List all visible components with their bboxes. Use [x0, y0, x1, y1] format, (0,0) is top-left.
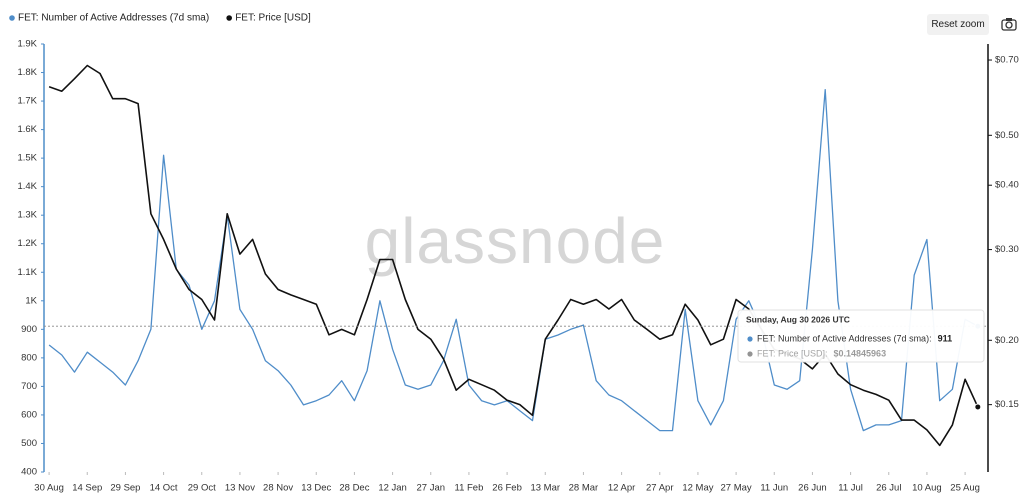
y-tick-label: 600	[21, 409, 37, 420]
x-tick-label: 27 Apr	[646, 483, 673, 494]
x-tick-label: 29 Sep	[110, 483, 140, 494]
watermark: glassnode	[365, 205, 666, 277]
x-tick-label: 29 Oct	[188, 483, 216, 494]
screenshot-button[interactable]	[999, 15, 1019, 33]
y-tick-label: 1.5K	[17, 153, 37, 164]
y-tick-label: 1K	[25, 295, 37, 306]
x-tick-label: 10 Aug	[912, 483, 942, 494]
tooltip-label: FET: Price [USD]:	[757, 348, 828, 358]
x-tick-label: 12 May	[682, 483, 713, 494]
hover-point	[974, 403, 982, 411]
y-tick-label: 900	[21, 324, 37, 335]
y2-tick-label: $0.40	[995, 180, 1019, 191]
x-tick-label: 14 Oct	[150, 483, 178, 494]
x-tick-label: 11 Feb	[454, 483, 483, 494]
legend-marker	[9, 15, 15, 21]
x-tick-label: 26 Feb	[492, 483, 522, 494]
y-tick-label: 1.1K	[17, 267, 37, 278]
y2-tick-label: $0.15	[995, 399, 1019, 410]
y-tick-label: 400	[21, 467, 37, 478]
x-tick-label: 11 Jun	[760, 483, 788, 494]
y-tick-label: 1.8K	[17, 67, 37, 78]
tooltip: Sunday, Aug 30 2026 UTC FET: Number of Ac…	[737, 309, 985, 363]
x-tick-label: 28 Mar	[569, 483, 599, 494]
x-tick-label: 28 Nov	[263, 483, 293, 494]
x-tick-label: 27 May	[721, 483, 752, 494]
y2-tick-label: $0.20	[995, 335, 1019, 346]
x-tick-label: 13 Mar	[530, 483, 560, 494]
x-tick-label: 25 Aug	[950, 483, 980, 494]
y-tick-label: 1.2K	[17, 238, 37, 249]
y-tick-label: 500	[21, 438, 37, 449]
x-tick-label: 27 Jan	[416, 483, 445, 494]
x-tick-label: 13 Dec	[301, 483, 331, 494]
y-tick-label: 800	[21, 352, 37, 363]
legend-marker	[226, 15, 232, 21]
x-tick-label: 12 Jan	[378, 483, 407, 494]
reset-zoom-button[interactable]: Reset zoom	[927, 14, 989, 35]
x-tick-label: 26 Jul	[876, 483, 901, 494]
x-tick-label: 12 Apr	[608, 483, 635, 494]
x-tick-label: 14 Sep	[72, 483, 102, 494]
legend-label: FET: Price [USD]	[235, 13, 311, 24]
y-tick-label: 1.7K	[17, 96, 37, 107]
y-tick-label: 700	[21, 381, 37, 392]
legend-label: FET: Number of Active Addresses (7d sma)	[18, 13, 209, 24]
y-tick-label: 1.6K	[17, 124, 37, 135]
y-tick-label: 1.9K	[17, 39, 37, 50]
y2-tick-label: $0.70	[995, 55, 1019, 66]
tooltip-marker	[747, 351, 753, 357]
y-tick-label: 1.3K	[17, 210, 37, 221]
series-line	[48, 89, 979, 432]
x-tick-label: 11 Jul	[838, 483, 863, 494]
tooltip-box	[737, 309, 985, 363]
tooltip-marker	[747, 336, 753, 342]
x-tick-label: 26 Jun	[798, 483, 827, 494]
tooltip-value: $0.14845963	[834, 348, 887, 358]
tooltip-label: FET: Number of Active Addresses (7d sma)…	[757, 333, 932, 343]
y2-tick-label: $0.30	[995, 244, 1019, 255]
tooltip-value: 911	[938, 333, 953, 343]
y2-tick-label: $0.50	[995, 130, 1019, 141]
y-tick-label: 1.4K	[17, 181, 37, 192]
tooltip-title: Sunday, Aug 30 2026 UTC	[746, 314, 850, 324]
x-tick-label: 13 Nov	[225, 483, 255, 494]
x-tick-label: 30 Aug	[34, 483, 64, 494]
x-tick-label: 28 Dec	[339, 483, 369, 494]
